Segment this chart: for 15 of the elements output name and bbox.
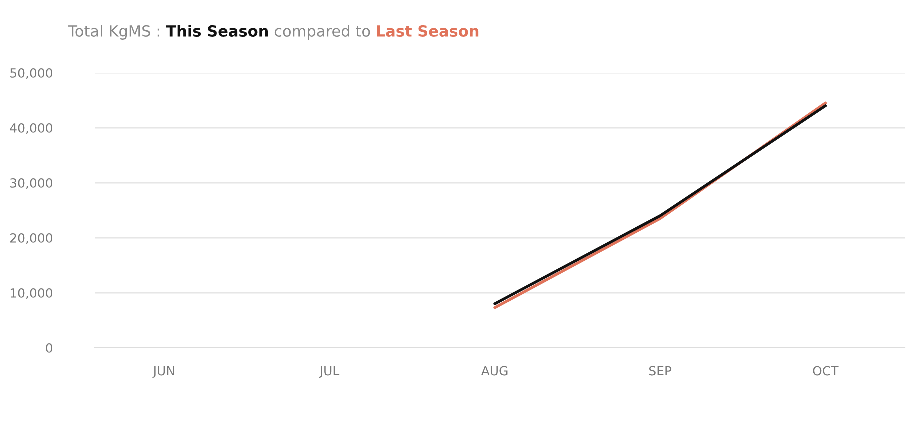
text: compared to [274,25,370,40]
x-tick-label: JUN [152,366,174,378]
text: This Season [166,25,268,37]
chart-title: Total KgMS : [68,25,160,40]
y-tick-label: 30,000 [10,178,53,190]
text: Last Season [377,25,479,37]
x-tick-label: SEP [649,366,672,376]
y-tick-label: 40,000 [10,123,53,134]
x-tick-label: AUG [481,366,508,376]
y-tick-label: 0 [46,343,53,353]
y-tick-label: 50,000 [10,68,53,80]
y-tick-label: 10,000 [10,288,53,300]
y-tick-label: 20,000 [10,233,53,244]
x-tick-label: JUL [319,366,340,378]
x-tick-label: OCT [813,366,839,376]
